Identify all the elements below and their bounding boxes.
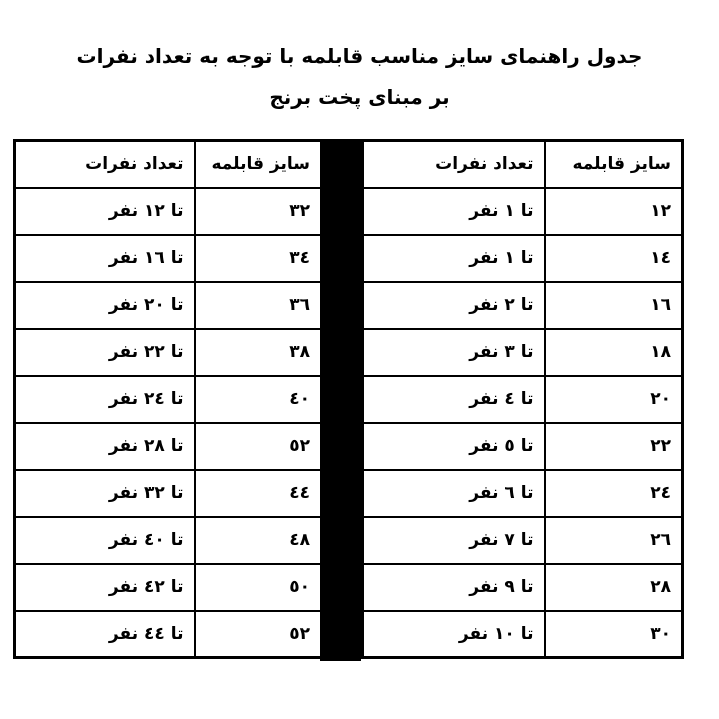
- table-row: ٤٠ تا ٢٤ نفر: [13, 374, 323, 424]
- table-row: ١٤ تا ١ نفر: [361, 233, 684, 283]
- table-row: ٣٨ تا ٢٢ نفر: [13, 327, 323, 377]
- cell-size: ١٤: [543, 233, 684, 283]
- cell-size: ٢٢: [543, 421, 684, 471]
- table-row: ٤٨ تا ٤٠ نفر: [13, 515, 323, 565]
- cell-people: تا ٥ نفر: [361, 421, 546, 471]
- table-row: ٢٦ تا ٧ نفر: [361, 515, 684, 565]
- cell-size: ٤٠: [193, 374, 323, 424]
- cell-size: ٢٨: [543, 562, 684, 612]
- right-table-body: ١٢ تا ١ نفر ١٤ تا ١ نفر ١٦ تا ٢ نفر ١٨ ت…: [361, 186, 684, 659]
- table-row: ٣٤ تا ١٦ نفر: [13, 233, 323, 283]
- cell-people: تا ٣٢ نفر: [13, 468, 196, 518]
- cell-people: تا ٣ نفر: [361, 327, 546, 377]
- cell-size: ٣٢: [193, 186, 323, 236]
- cell-people: تا ٤ نفر: [361, 374, 546, 424]
- cell-size: ١٦: [543, 280, 684, 330]
- cell-people: تا ٦ نفر: [361, 468, 546, 518]
- title-line-2: بر مبنای پخت برنج: [269, 85, 450, 109]
- cell-people: تا ٤٠ نفر: [13, 515, 196, 565]
- cell-size: ٢٤: [543, 468, 684, 518]
- pot-size-table-right: سایز قابلمه تعداد نفرات ١٢ تا ١ نفر ١٤ ت…: [361, 139, 684, 659]
- table-row: ٥٢ تا ٢٨ نفر: [13, 421, 323, 471]
- table-row: ٢٤ تا ٦ نفر: [361, 468, 684, 518]
- table-row: ٣٦ تا ٢٠ نفر: [13, 280, 323, 330]
- table-row: ٥٢ تا ٤٤ نفر: [13, 609, 323, 659]
- cell-size: ٤٨: [193, 515, 323, 565]
- cell-people: تا ١ نفر: [361, 186, 546, 236]
- cell-size: ٣٦: [193, 280, 323, 330]
- table-row: ٣٢ تا ١٢ نفر: [13, 186, 323, 236]
- cell-people: تا ٢٤ نفر: [13, 374, 196, 424]
- cell-size: ١٨: [543, 327, 684, 377]
- table-header-row: سایز قابلمه تعداد نفرات: [13, 139, 323, 189]
- table-row: ٣٠ تا ١٠ نفر: [361, 609, 684, 659]
- cell-people: تا ٤٤ نفر: [13, 609, 196, 659]
- cell-people: تا ٤٢ نفر: [13, 562, 196, 612]
- cell-people: تا ٩ نفر: [361, 562, 546, 612]
- cell-size: ٤٤: [193, 468, 323, 518]
- cell-size: ٢٠: [543, 374, 684, 424]
- cell-size: ٢٦: [543, 515, 684, 565]
- table-header-row: سایز قابلمه تعداد نفرات: [361, 139, 684, 189]
- cell-people: تا ٢ نفر: [361, 280, 546, 330]
- cell-size: ٥٢: [193, 421, 323, 471]
- table-row: ٢٨ تا ٩ نفر: [361, 562, 684, 612]
- table-divider-band: [320, 139, 361, 661]
- table-row: ٤٤ تا ٣٢ نفر: [13, 468, 323, 518]
- cell-people: تا ٢٢ نفر: [13, 327, 196, 377]
- cell-people: تا ١٦ نفر: [13, 233, 196, 283]
- cell-people: تا ١ نفر: [361, 233, 546, 283]
- title-line-1: جدول راهنمای سایز مناسب قابلمه با توجه ب…: [76, 44, 643, 68]
- cell-size: ٣٤: [193, 233, 323, 283]
- table-row: ١٢ تا ١ نفر: [361, 186, 684, 236]
- cell-size: ٥٠: [193, 562, 323, 612]
- table-row: ٢٢ تا ٥ نفر: [361, 421, 684, 471]
- column-header-people: تعداد نفرات: [361, 139, 546, 189]
- column-header-size: سایز قابلمه: [193, 139, 323, 189]
- cell-people: تا ١٠ نفر: [361, 609, 546, 659]
- tables-area: سایز قابلمه تعداد نفرات ١٢ تا ١ نفر ١٤ ت…: [0, 139, 719, 661]
- cell-size: ٣٠: [543, 609, 684, 659]
- left-table-body: ٣٢ تا ١٢ نفر ٣٤ تا ١٦ نفر ٣٦ تا ٢٠ نفر ٣…: [13, 186, 323, 659]
- page-title: جدول راهنمای سایز مناسب قابلمه با توجه ب…: [0, 36, 719, 118]
- table-row: ٥٠ تا ٤٢ نفر: [13, 562, 323, 612]
- column-header-people: تعداد نفرات: [13, 139, 196, 189]
- table-row: ١٦ تا ٢ نفر: [361, 280, 684, 330]
- cell-people: تا ٧ نفر: [361, 515, 546, 565]
- table-row: ١٨ تا ٣ نفر: [361, 327, 684, 377]
- cell-size: ٣٨: [193, 327, 323, 377]
- table-row: ٢٠ تا ٤ نفر: [361, 374, 684, 424]
- column-header-size: سایز قابلمه: [543, 139, 684, 189]
- cell-size: ٥٢: [193, 609, 323, 659]
- cell-people: تا ١٢ نفر: [13, 186, 196, 236]
- cell-people: تا ٢٨ نفر: [13, 421, 196, 471]
- cell-size: ١٢: [543, 186, 684, 236]
- cell-people: تا ٢٠ نفر: [13, 280, 196, 330]
- pot-size-table-left: سایز قابلمه تعداد نفرات ٣٢ تا ١٢ نفر ٣٤ …: [13, 139, 323, 659]
